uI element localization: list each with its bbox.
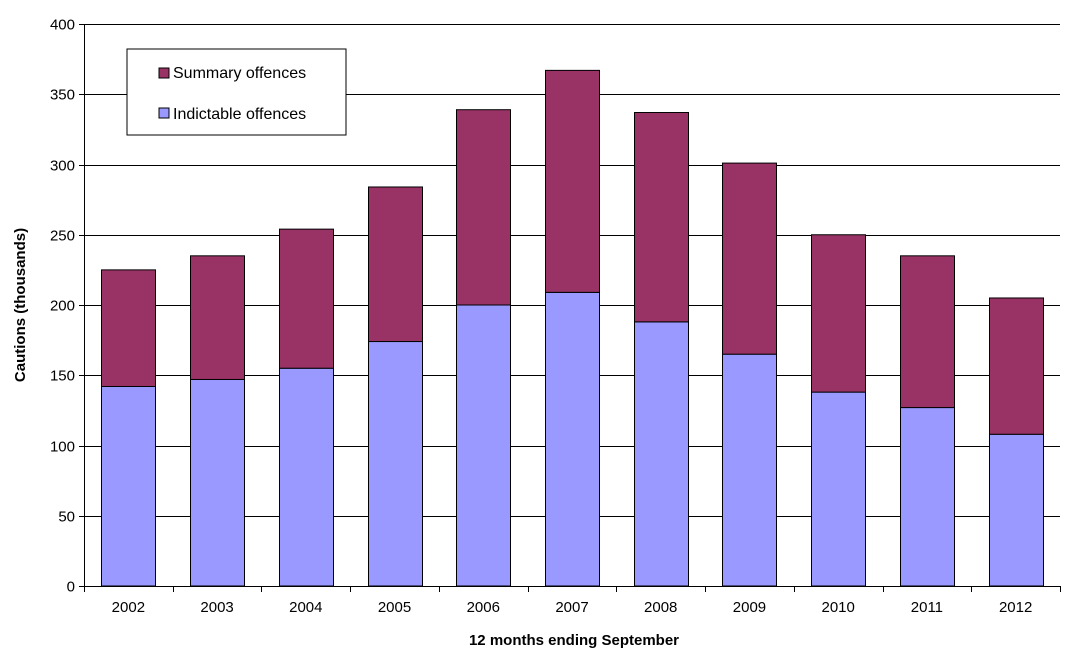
bar-summary-2002	[101, 269, 156, 387]
bar-summary-2006	[456, 109, 511, 306]
bar-summary-2010	[811, 234, 866, 393]
bar-indictable-2012	[989, 433, 1044, 587]
x-tick-label: 2003	[200, 599, 233, 616]
bar-indictable-2011	[900, 407, 955, 587]
x-axis-title: 12 months ending September	[469, 632, 679, 649]
x-tick-label: 2012	[999, 599, 1032, 616]
x-tick-label: 2006	[467, 599, 500, 616]
bar-indictable-2006	[456, 304, 511, 587]
bar-summary-2007	[545, 69, 600, 293]
bars	[101, 69, 1044, 587]
y-tick-label: 100	[50, 439, 75, 456]
x-tick-label: 2004	[289, 599, 322, 616]
bar-summary-2011	[900, 255, 955, 409]
bar-summary-2008	[634, 112, 689, 323]
x-tick-label: 2002	[112, 599, 145, 616]
y-tick-label: 300	[50, 158, 75, 175]
bar-summary-2009	[722, 162, 777, 355]
y-tick-label: 250	[50, 228, 75, 245]
bar-indictable-2005	[368, 341, 423, 587]
bar-summary-2004	[279, 228, 334, 369]
y-tick-label: 350	[50, 87, 75, 104]
x-tick-label: 2005	[378, 599, 411, 616]
legend-box	[126, 48, 347, 136]
bar-indictable-2010	[811, 391, 866, 587]
y-tick-label: 200	[50, 298, 75, 315]
legend-label-summary: Summary offences	[173, 65, 306, 82]
y-tick-label: 0	[67, 579, 75, 596]
bar-indictable-2003	[190, 378, 245, 587]
x-tick-label: 2011	[911, 599, 943, 616]
y-axis-title: Cautions (thousands)	[12, 228, 29, 382]
legend: Summary offences Indictable offences	[126, 48, 347, 136]
bar-indictable-2002	[101, 385, 156, 587]
x-tick-label: 2007	[555, 599, 588, 616]
bar-indictable-2009	[722, 353, 777, 587]
y-tick-label: 50	[58, 509, 75, 526]
bar-summary-2003	[190, 255, 245, 380]
bar-summary-2005	[368, 186, 423, 343]
bar-indictable-2004	[279, 367, 334, 587]
legend-swatch-summary	[158, 67, 170, 79]
tick-labels: 0 50 100 150 200 250 300 350 400 2002 2003 2004 2005…	[50, 17, 1032, 617]
y-tick-label: 400	[50, 17, 75, 34]
bar-summary-2012	[989, 297, 1044, 435]
legend-label-indictable: Indictable offences	[173, 106, 306, 123]
y-tick-label: 150	[50, 368, 75, 385]
bar-indictable-2007	[545, 291, 600, 587]
x-tick-label: 2009	[733, 599, 766, 616]
bar-indictable-2008	[634, 321, 689, 587]
legend-swatch-indictable	[158, 107, 170, 119]
x-tick-label: 2008	[644, 599, 677, 616]
axes	[79, 24, 1061, 592]
x-tick-label: 2010	[821, 599, 854, 616]
